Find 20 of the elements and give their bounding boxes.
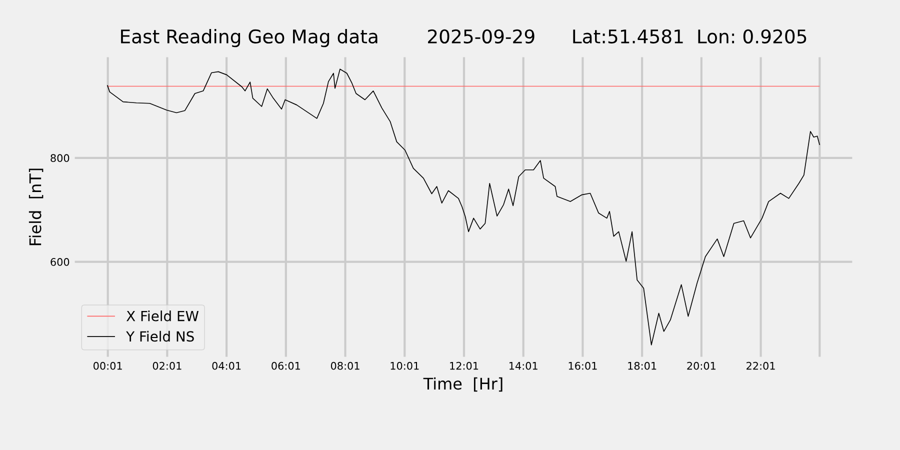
x-tick-label: 00:01 [94, 362, 122, 370]
x-tick-label: 06:01 [272, 362, 300, 370]
x-tick-label: 10:01 [390, 362, 419, 370]
x-tick-label: 18:01 [628, 362, 656, 370]
x-tick-label: 22:01 [746, 362, 775, 370]
y-tick-label: 800 [50, 154, 70, 162]
legend-label: X Field EW [126, 310, 199, 322]
x-tick-label: 12:01 [450, 362, 478, 370]
x-tick-label: 04:01 [212, 362, 241, 370]
line-series [106, 68, 820, 346]
legend-label: Y Field NS [126, 330, 194, 342]
x-tick-label: 14:01 [509, 362, 538, 370]
x-tick-label: 08:01 [330, 362, 360, 370]
y-tick-label: 600 [50, 258, 70, 266]
chart-title: East Reading Geo Mag data 2025-09-29 Lat:51.4581 Lon: 0.9205 [121, 29, 806, 48]
x-axis-title: Time [Hr] [423, 377, 502, 392]
x-tick-label: 16:01 [568, 362, 597, 370]
x-tick-label: 20:01 [687, 362, 716, 370]
y-axis-title: Field [nT] [28, 168, 44, 246]
x-tick-label: 02:01 [152, 362, 182, 370]
